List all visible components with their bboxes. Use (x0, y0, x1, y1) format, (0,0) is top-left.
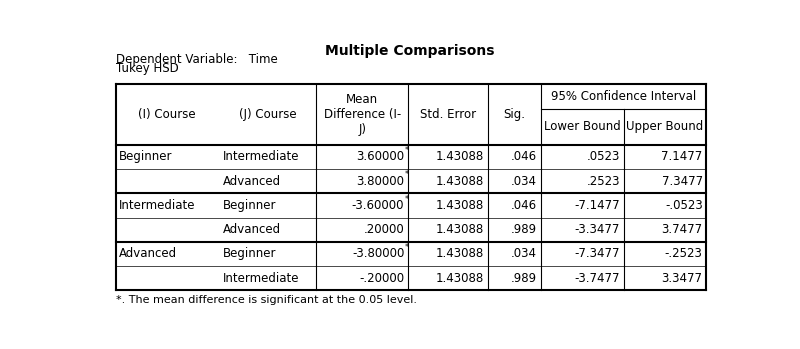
Text: *: * (405, 146, 409, 155)
Text: Tukey HSD: Tukey HSD (115, 62, 178, 75)
Text: Advanced: Advanced (119, 247, 178, 260)
Text: 1.43088: 1.43088 (436, 272, 484, 285)
Text: 7.1477: 7.1477 (662, 150, 702, 163)
Text: Intermediate: Intermediate (222, 150, 299, 163)
Text: .034: .034 (511, 174, 537, 187)
Text: .989: .989 (511, 272, 537, 285)
Text: -.20000: -.20000 (359, 272, 404, 285)
Text: -3.80000: -3.80000 (352, 247, 404, 260)
Text: .034: .034 (511, 247, 537, 260)
Text: Intermediate: Intermediate (222, 272, 299, 285)
Text: .2523: .2523 (586, 174, 620, 187)
Text: 3.80000: 3.80000 (356, 174, 404, 187)
Text: Upper Bound: Upper Bound (626, 120, 704, 133)
Text: Beginner: Beginner (119, 150, 173, 163)
Text: 7.3477: 7.3477 (662, 174, 702, 187)
Text: *: * (405, 170, 409, 179)
Text: Std. Error: Std. Error (420, 107, 476, 120)
Text: Dependent Variable:   Time: Dependent Variable: Time (115, 53, 278, 66)
Text: *. The mean difference is significant at the 0.05 level.: *. The mean difference is significant at… (115, 295, 417, 305)
Text: .046: .046 (511, 150, 537, 163)
Text: -3.7477: -3.7477 (574, 272, 620, 285)
Text: 3.3477: 3.3477 (662, 272, 702, 285)
Text: .0523: .0523 (586, 150, 620, 163)
Text: Lower Bound: Lower Bound (544, 120, 621, 133)
Text: -7.1477: -7.1477 (574, 199, 620, 212)
Text: -7.3477: -7.3477 (574, 247, 620, 260)
Text: Multiple Comparisons: Multiple Comparisons (326, 44, 494, 58)
Text: Mean
Difference (I-
J): Mean Difference (I- J) (323, 92, 401, 135)
Text: -3.60000: -3.60000 (352, 199, 404, 212)
Text: 1.43088: 1.43088 (436, 199, 484, 212)
Text: *: * (405, 243, 409, 252)
Text: Advanced: Advanced (222, 174, 281, 187)
Text: .989: .989 (511, 223, 537, 236)
Text: Advanced: Advanced (222, 223, 281, 236)
Text: (I) Course: (I) Course (138, 107, 196, 120)
Text: 1.43088: 1.43088 (436, 150, 484, 163)
Text: 1.43088: 1.43088 (436, 174, 484, 187)
Text: *: * (405, 195, 409, 204)
Text: -.0523: -.0523 (665, 199, 702, 212)
Text: 3.7477: 3.7477 (662, 223, 702, 236)
Text: 1.43088: 1.43088 (436, 223, 484, 236)
Text: 95% Confidence Interval: 95% Confidence Interval (551, 90, 696, 103)
Text: .20000: .20000 (363, 223, 404, 236)
Text: -.2523: -.2523 (665, 247, 702, 260)
Text: -3.3477: -3.3477 (574, 223, 620, 236)
Text: Beginner: Beginner (222, 247, 276, 260)
Text: .046: .046 (511, 199, 537, 212)
Text: Intermediate: Intermediate (119, 199, 196, 212)
Text: 1.43088: 1.43088 (436, 247, 484, 260)
Text: 3.60000: 3.60000 (356, 150, 404, 163)
Text: Beginner: Beginner (222, 199, 276, 212)
Text: Sig.: Sig. (503, 107, 526, 120)
Text: (J) Course: (J) Course (239, 107, 297, 120)
